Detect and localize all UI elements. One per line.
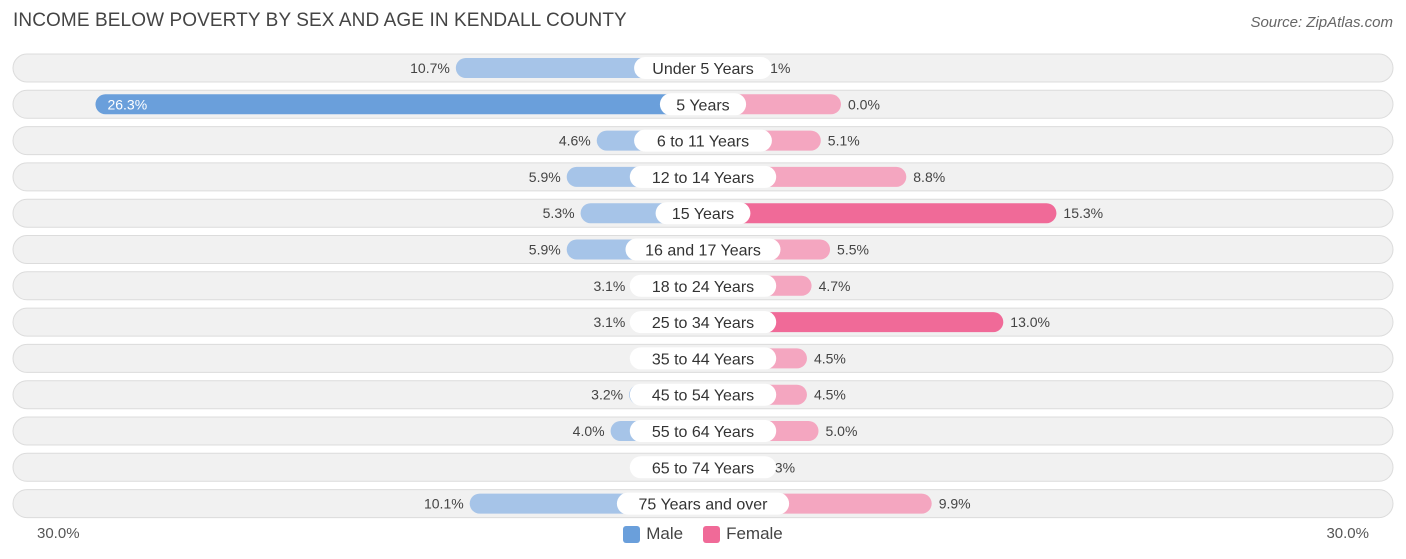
category-pill (629, 165, 777, 188)
value-label-female: 15.3% (1063, 205, 1103, 221)
category-pill (629, 456, 777, 479)
category-label: 15 Years (672, 206, 734, 223)
bar-male (95, 94, 704, 115)
category-label: 45 to 54 Years (652, 388, 754, 405)
category-pill (625, 238, 781, 261)
value-label-male: 26.3% (107, 96, 147, 112)
value-label-male: 5.9% (529, 242, 561, 258)
category-pill (629, 311, 777, 334)
value-label-female: 13.0% (1010, 314, 1050, 330)
category-pill (634, 129, 772, 152)
value-label-male: 3.2% (591, 387, 623, 403)
value-label-female: 8.8% (913, 169, 945, 185)
bar-female (703, 312, 1004, 333)
value-label-male: 3.1% (593, 314, 625, 330)
category-pill (659, 93, 747, 116)
legend-swatch-female (703, 525, 721, 543)
value-label-female: 5.1% (828, 133, 860, 149)
value-label-female: 5.0% (826, 423, 858, 439)
value-label-male: 3.1% (593, 278, 625, 294)
legend-item-male[interactable]: Male (623, 524, 683, 544)
category-label: 55 to 64 Years (652, 424, 754, 441)
category-label: 16 and 17 Years (645, 243, 761, 260)
category-pill (616, 492, 790, 515)
category-label: 18 to 24 Years (652, 279, 754, 296)
category-pill (629, 383, 777, 406)
category-pill (629, 274, 777, 297)
category-pill (629, 347, 777, 370)
category-label: Under 5 Years (652, 61, 753, 78)
category-pill (634, 57, 772, 79)
category-pill (655, 202, 751, 225)
value-label-male: 4.6% (559, 133, 591, 149)
value-label-female: 5.5% (837, 242, 869, 258)
chart-title: INCOME BELOW POVERTY BY SEX AND AGE IN K… (13, 10, 627, 31)
category-pill (629, 420, 777, 442)
category-label: 35 to 44 Years (652, 351, 754, 368)
category-label: 75 Years and over (639, 497, 769, 514)
category-label: 5 Years (676, 97, 729, 114)
axis-right-label: 30.0% (1326, 525, 1369, 542)
bar-female (703, 203, 1057, 224)
legend-swatch-male (623, 525, 641, 543)
value-label-female: 4.5% (814, 350, 846, 366)
category-label: 12 to 14 Years (652, 170, 754, 187)
source-label: Source: ZipAtlas.com (1250, 14, 1393, 31)
value-label-male: 10.1% (424, 496, 464, 512)
value-label-male: 5.9% (529, 169, 561, 185)
value-label-female: 9.9% (939, 496, 971, 512)
axis-left-label: 30.0% (37, 525, 80, 542)
value-label-female: 4.5% (814, 387, 846, 403)
legend-label-female: Female (726, 524, 783, 543)
category-label: 65 to 74 Years (652, 460, 754, 477)
value-label-male: 4.0% (573, 423, 605, 439)
legend-item-female[interactable]: Female (703, 524, 783, 544)
value-label-female: 4.7% (819, 278, 851, 294)
category-label: 25 to 34 Years (652, 315, 754, 332)
category-label: 6 to 11 Years (657, 134, 749, 151)
legend-label-male: Male (646, 524, 684, 543)
value-label-male: 10.7% (410, 60, 450, 76)
legend: Male Female (0, 524, 1406, 544)
value-label-female: 0.0% (848, 96, 880, 112)
value-label-male: 5.3% (543, 205, 575, 221)
